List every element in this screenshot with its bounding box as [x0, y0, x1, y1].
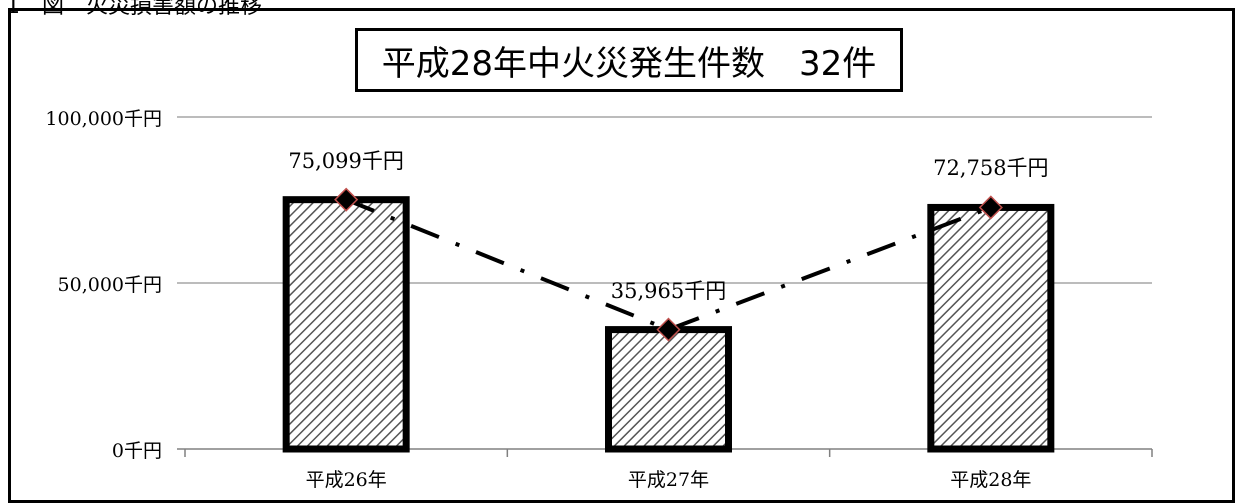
y-tick-label: 50,000千円 [2, 270, 162, 297]
data-label: 75,099千円 [236, 145, 456, 175]
chart-title-box: 平成28年中火災発生件数 32件 [355, 28, 903, 92]
y-tick-label: 0千円 [2, 436, 162, 463]
x-tick-label: 平成26年 [246, 465, 446, 492]
chart-title: 平成28年中火災発生件数 32件 [382, 36, 877, 85]
bar [609, 330, 729, 449]
y-tick-label: 100,000千円 [2, 104, 162, 131]
x-tick-label: 平成27年 [569, 465, 769, 492]
trend-line [346, 200, 991, 330]
bar [286, 200, 406, 449]
bar [931, 207, 1051, 449]
data-label: 72,758千円 [881, 152, 1101, 182]
x-tick-label: 平成28年 [891, 465, 1091, 492]
data-label: 35,965千円 [559, 275, 779, 305]
